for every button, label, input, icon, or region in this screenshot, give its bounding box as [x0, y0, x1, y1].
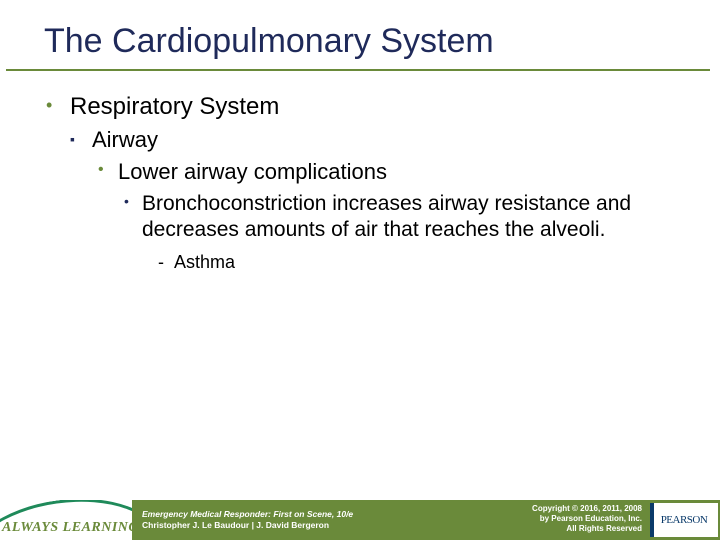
copyright-block: Copyright © 2016, 2011, 2008 by Pearson … [486, 500, 646, 540]
book-authors: Christopher J. Le Baudour | J. David Ber… [142, 520, 476, 531]
copyright-line: Copyright © 2016, 2011, 2008 [486, 504, 642, 514]
bullet-level-1: Respiratory System [44, 93, 676, 121]
pearson-bar-icon [650, 503, 654, 537]
content-area: Respiratory System Airway Lower airway c… [0, 71, 720, 273]
bullet-level-5: Asthma [156, 252, 676, 273]
pearson-text: PEARSON [661, 514, 708, 526]
copyright-line: by Pearson Education, Inc. [486, 514, 642, 524]
pearson-logo: PEARSON [650, 503, 718, 537]
bullet-level-3: Lower airway complications [96, 159, 676, 185]
copyright-line: All Rights Reserved [486, 524, 642, 534]
always-learning-text: ALWAYS LEARNING [2, 520, 132, 536]
bullet-level-4: Bronchoconstriction increases airway res… [122, 191, 676, 244]
slide: The Cardiopulmonary System Respiratory S… [0, 0, 720, 540]
footer-citation: Emergency Medical Responder: First on Sc… [132, 500, 486, 540]
footer: ALWAYS LEARNING Emergency Medical Respon… [0, 500, 720, 540]
bullet-level-2: Airway [70, 127, 676, 153]
footer-right: Copyright © 2016, 2011, 2008 by Pearson … [486, 500, 720, 540]
footer-logo-left: ALWAYS LEARNING [0, 500, 132, 540]
book-title: Emergency Medical Responder: First on Sc… [142, 509, 476, 520]
slide-title: The Cardiopulmonary System [0, 0, 720, 69]
